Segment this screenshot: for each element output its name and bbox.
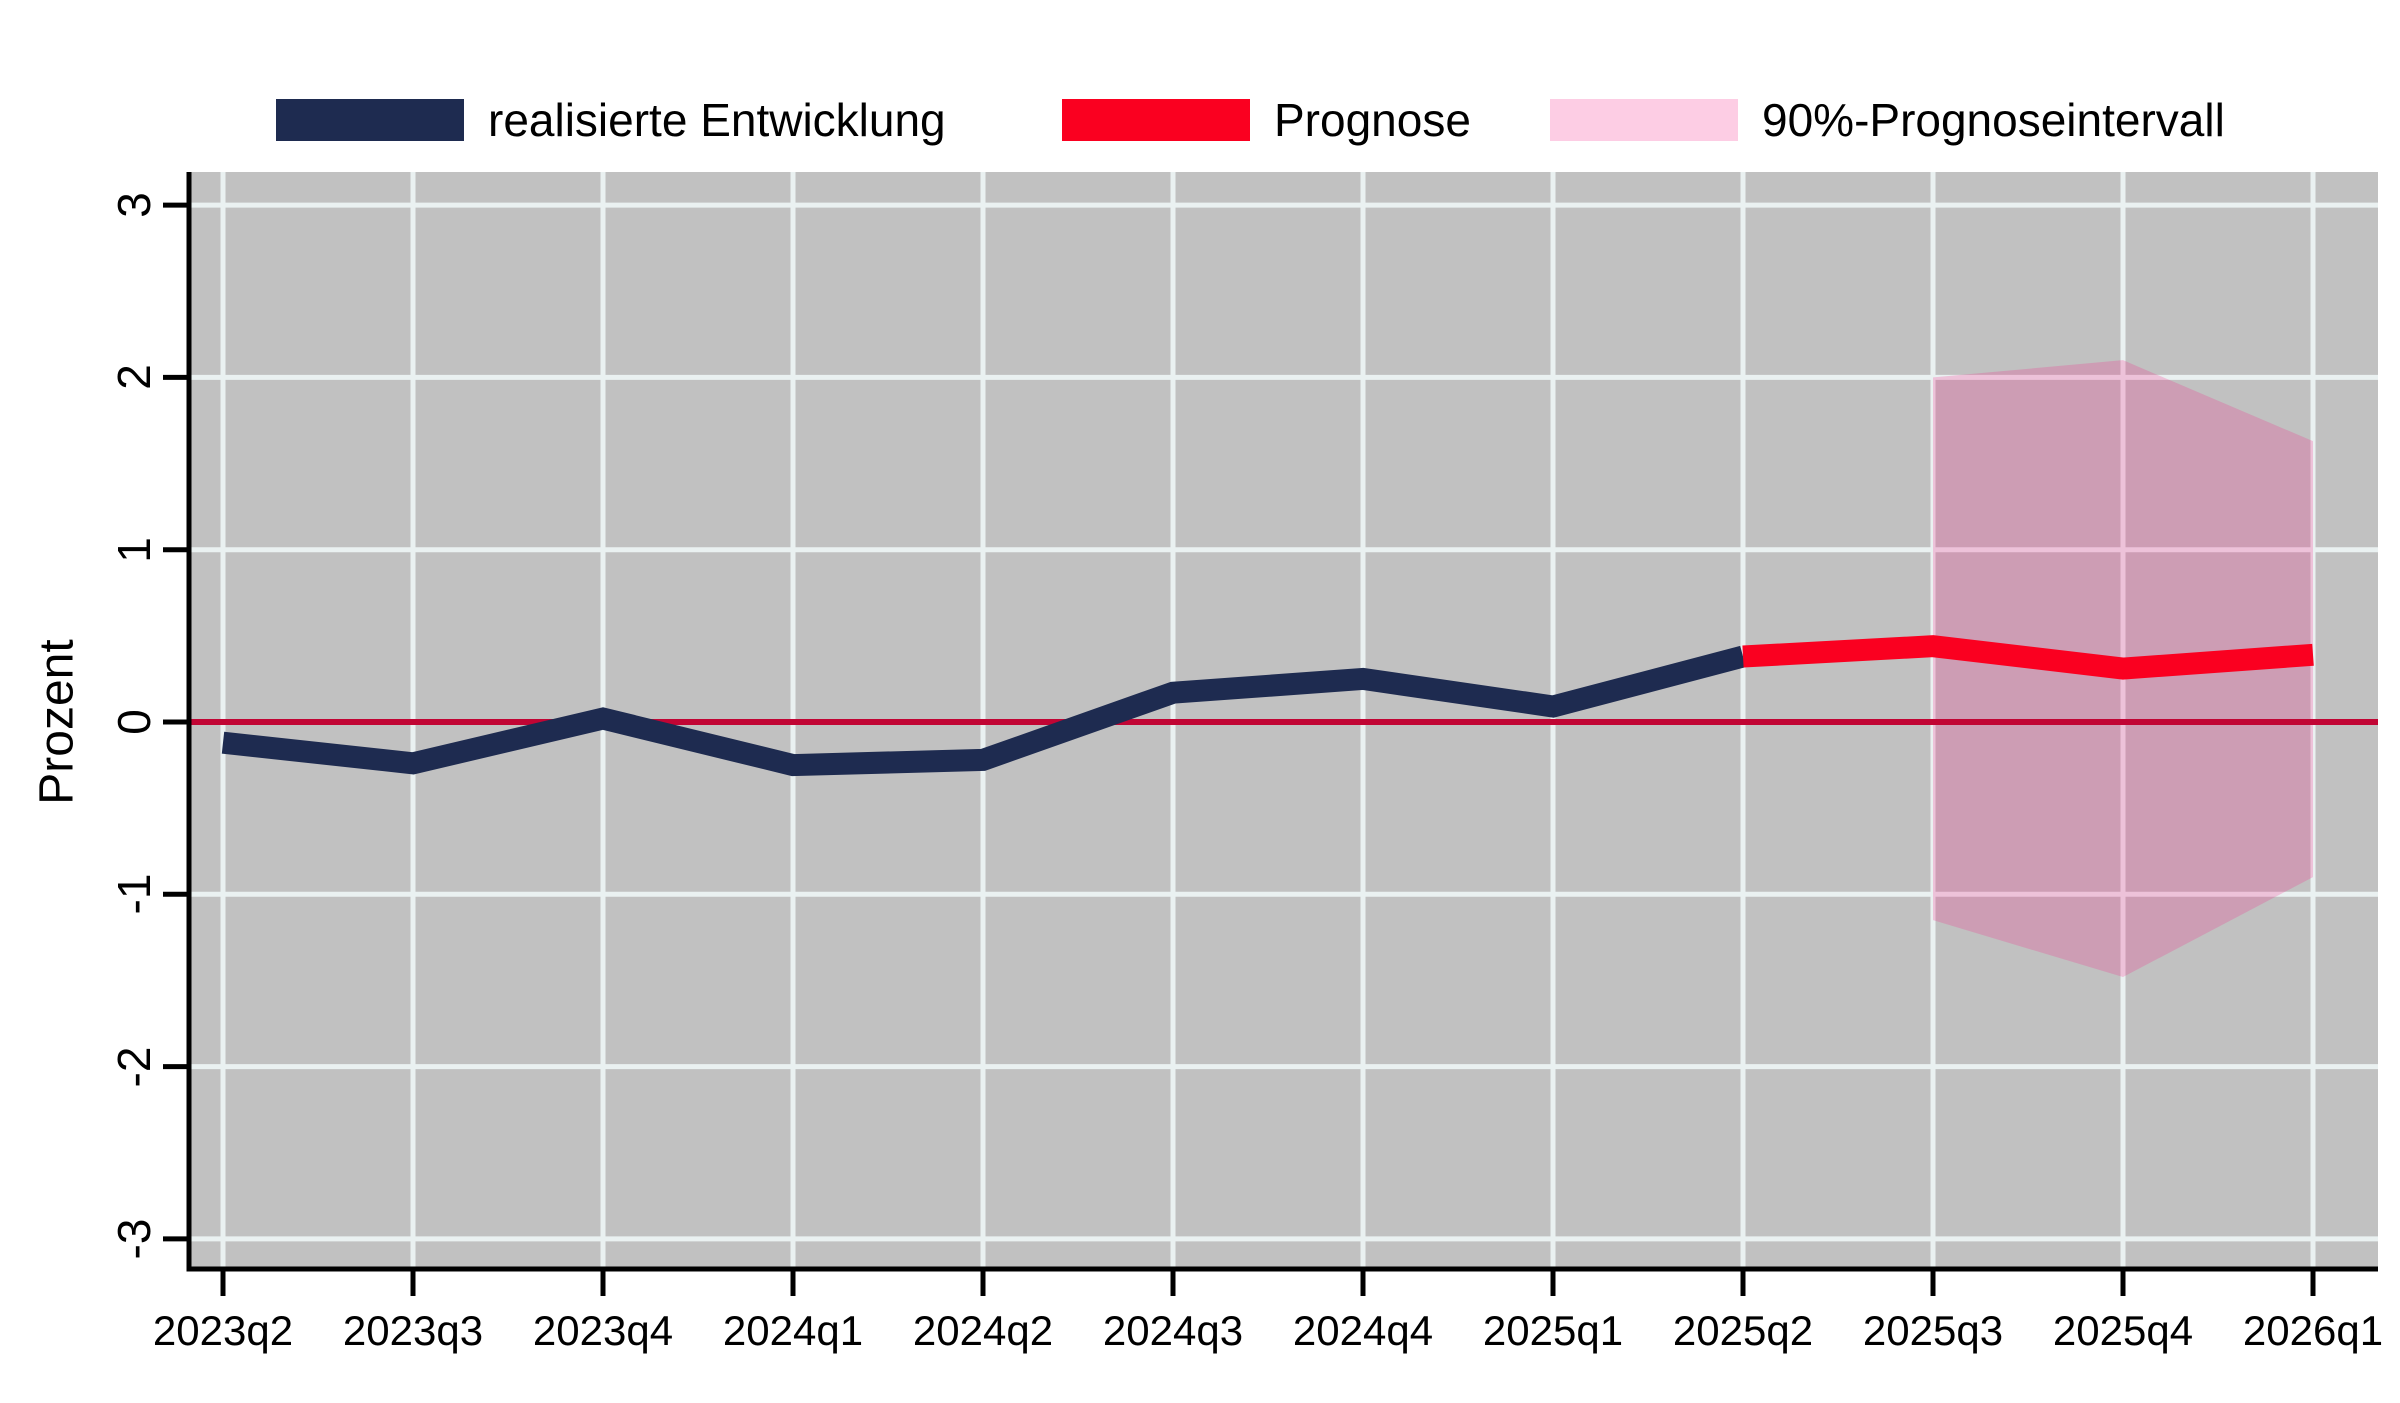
legend-item-interval: 90%-Prognoseintervall [1550, 97, 2225, 143]
x-tick-label: 2025q4 [2052, 1307, 2194, 1354]
forecast-line [1742, 635, 2314, 680]
y-tick-label: 1 [108, 536, 160, 563]
legend-label-forecast: Prognose [1274, 94, 1471, 146]
y-tick-label: 3 [108, 192, 160, 218]
chart-legend: realisierte Entwicklung Prognose 90%-Pro… [0, 97, 2400, 143]
legend-item-realized: realisierte Entwicklung [276, 97, 946, 143]
x-tick-label: 2024q3 [1102, 1307, 1244, 1354]
pink-area-swatch [1550, 99, 1738, 141]
x-tick-label: 2024q4 [1292, 1307, 1434, 1354]
x-tick-label: 2025q2 [1672, 1307, 1814, 1354]
x-tick-label: 2023q2 [152, 1307, 294, 1354]
legend-label-realized: realisierte Entwicklung [488, 94, 946, 146]
navy-line-swatch [276, 99, 464, 141]
y-tick-label: 2 [108, 364, 160, 391]
y-tick-label: -2 [108, 1046, 160, 1088]
x-tick-label: 2025q3 [1862, 1307, 2004, 1354]
x-tick-label: 2025q1 [1482, 1307, 1624, 1354]
y-tick-label: 0 [108, 709, 160, 735]
legend-label-interval: 90%-Prognoseintervall [1762, 94, 2225, 146]
x-tick-label: 2026q1 [2242, 1307, 2384, 1354]
y-axis-title: Prozent [30, 639, 84, 805]
y-tick-label: -3 [108, 1218, 160, 1260]
legend-item-forecast: Prognose [1062, 97, 1471, 143]
x-tick-label: 2024q2 [912, 1307, 1054, 1354]
x-tick-label: 2023q3 [342, 1307, 484, 1354]
x-tick-label: 2023q4 [532, 1307, 674, 1354]
red-line-swatch [1062, 99, 1250, 141]
x-tick-label: 2024q1 [722, 1307, 864, 1354]
y-tick-label: -1 [108, 873, 160, 915]
realized-line [221, 645, 1746, 777]
